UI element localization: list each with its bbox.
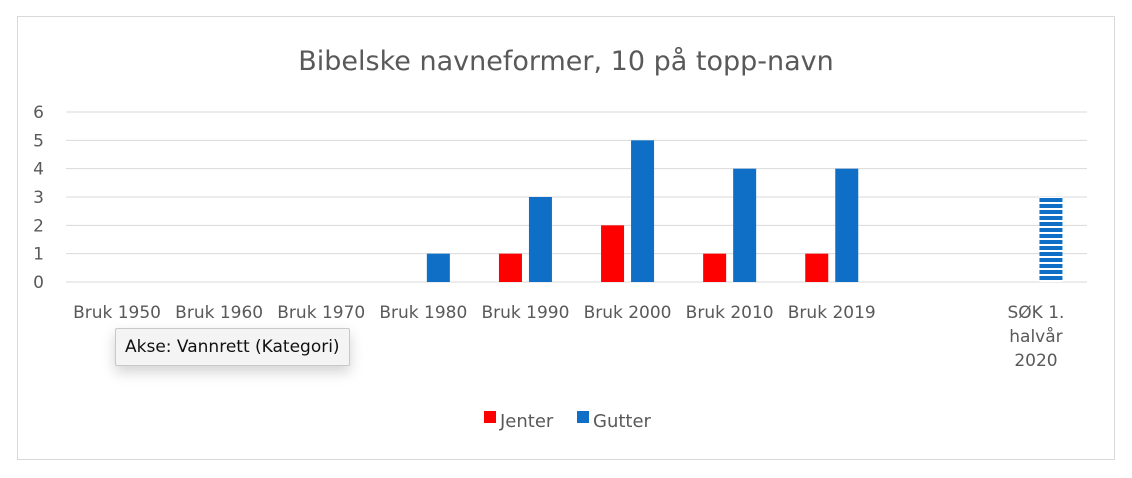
bar-jenter	[805, 253, 829, 282]
y-tick-label: 0	[33, 273, 44, 293]
legend-label-jenter: Jenter	[499, 411, 554, 432]
x-tick-label: Bruk 1970	[277, 303, 365, 323]
x-tick-label: Bruk 1990	[481, 303, 569, 323]
x-tick-label: Bruk 2019	[788, 303, 876, 323]
y-tick-label: 5	[33, 131, 44, 151]
legend-swatch-jenter	[484, 411, 496, 423]
bar-gutter	[1039, 197, 1063, 282]
x-tick-label: Bruk 1960	[175, 303, 263, 323]
y-tick-label: 4	[33, 160, 44, 180]
chart-title: Bibelske navneformer, 10 på topp-navn	[298, 46, 833, 77]
bar-gutter	[733, 168, 757, 282]
x-tick-label: SØK 1.	[1007, 303, 1064, 323]
bar-jenter	[601, 225, 625, 282]
bar-gutter	[528, 197, 552, 282]
legend-swatch-gutter	[577, 411, 589, 423]
x-tick-label: 2020	[1014, 351, 1057, 371]
chart-area[interactable]	[17, 16, 1115, 460]
x-tick-label: Bruk 1950	[73, 303, 161, 323]
x-tick-label: halvår	[1009, 326, 1062, 347]
axis-tooltip: Akse: Vannrett (Kategori)	[115, 328, 350, 366]
legend-label-gutter: Gutter	[593, 411, 652, 432]
y-tick-label: 3	[33, 188, 44, 208]
bar-gutter	[835, 168, 859, 282]
y-tick-label: 1	[33, 245, 44, 265]
bar-jenter	[498, 253, 522, 282]
y-tick-label: 6	[33, 103, 44, 123]
bar-jenter	[703, 253, 727, 282]
x-tick-label: Bruk 2000	[584, 303, 672, 323]
x-tick-label: Bruk 1980	[379, 303, 467, 323]
bar-gutter	[631, 140, 655, 282]
x-tick-label: Bruk 2010	[686, 303, 774, 323]
y-tick-label: 2	[33, 216, 44, 236]
bar-gutter	[426, 253, 450, 282]
